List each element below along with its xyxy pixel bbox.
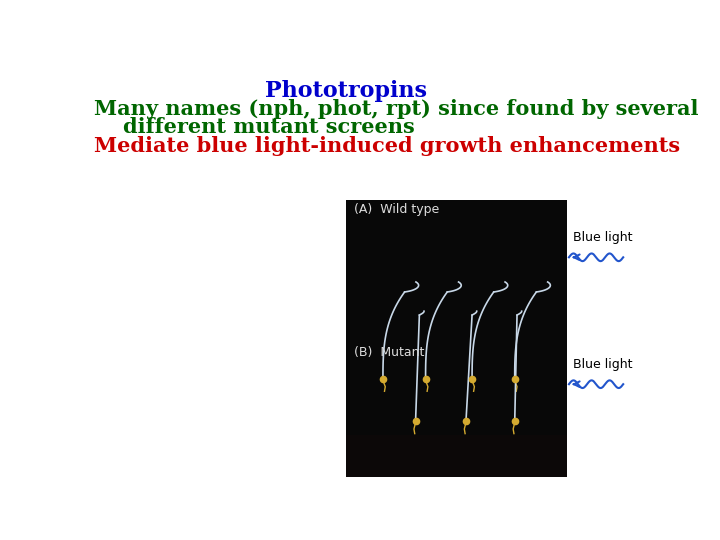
Text: Many names (nph, phot, rpt) since found by several: Many names (nph, phot, rpt) since found … — [94, 99, 698, 119]
Text: Phototropins: Phototropins — [265, 80, 427, 102]
Bar — [346, 200, 567, 477]
Text: Blue light: Blue light — [573, 231, 632, 244]
Text: Blue light: Blue light — [573, 358, 632, 371]
Text: (A)  Wild type: (A) Wild type — [354, 204, 438, 217]
Text: different mutant screens: different mutant screens — [94, 117, 415, 137]
Text: Mediate blue light-induced growth enhancements: Mediate blue light-induced growth enhanc… — [94, 136, 680, 156]
Text: (B)  Mutant: (B) Mutant — [354, 347, 424, 360]
Bar — [346, 435, 567, 477]
